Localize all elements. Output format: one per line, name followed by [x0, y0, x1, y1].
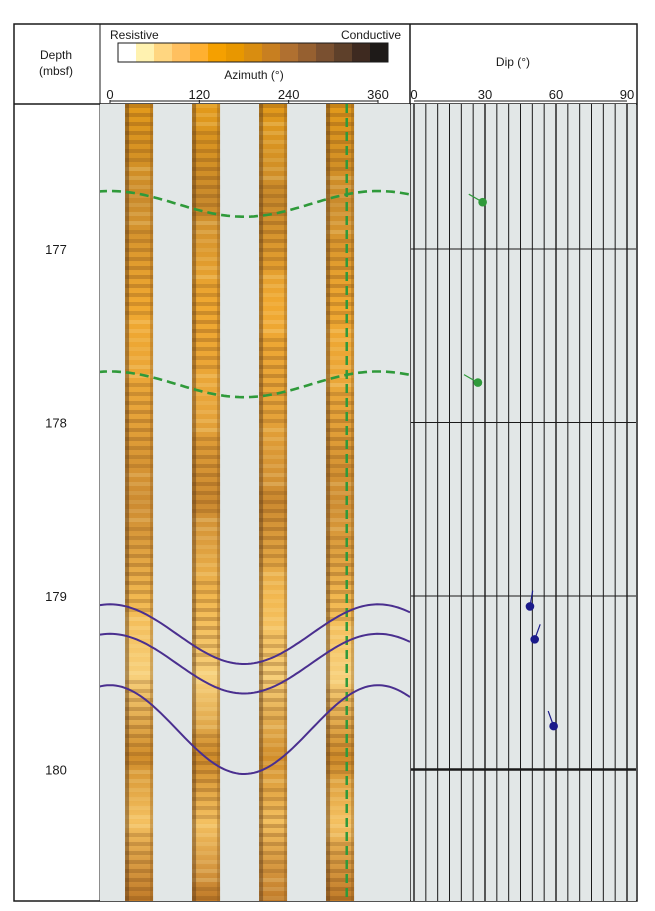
sinusoid-purple: [100, 684, 410, 775]
dip-axis: 0 30 60 90: [410, 87, 634, 102]
dip-tadpole: [547, 710, 558, 731]
fms-pad: [125, 104, 154, 901]
depth-label: Depth: [40, 48, 72, 62]
color-scale-swatch: [262, 43, 281, 62]
azimuth-tick-label: 120: [188, 87, 210, 102]
color-scale-bar: [117, 42, 389, 63]
fms-pad: [192, 104, 221, 901]
color-scale-swatch: [118, 43, 137, 62]
dip-tadpole: [530, 624, 541, 644]
sinusoid-purple: [100, 632, 410, 695]
dip-tick-label: 30: [478, 87, 492, 102]
scale-conductive-label: Conductive: [341, 28, 401, 42]
depth-axis: 177 178 179 180: [45, 242, 67, 778]
azimuth-tick-label: 360: [367, 87, 389, 102]
dip-axis-label: Dip (°): [496, 55, 530, 69]
color-scale-swatch: [136, 43, 155, 62]
depth-unit: (mbsf): [39, 64, 73, 78]
scale-resistive-label: Resistive: [110, 28, 159, 42]
fms-pad: [326, 104, 355, 901]
color-scale-border: [117, 42, 389, 63]
dip-grid: [411, 104, 636, 901]
dip-panel-background: [411, 104, 636, 901]
azimuth-axis-label: Azimuth (°): [224, 68, 283, 82]
azimuth-tick-label: 0: [106, 87, 113, 102]
color-scale-swatch: [172, 43, 191, 62]
fms-pad: [259, 104, 288, 901]
dip-tick-label: 90: [620, 87, 634, 102]
color-scale-swatch: [226, 43, 245, 62]
color-scale-swatch: [154, 43, 173, 62]
fms-pad-images: [125, 104, 355, 901]
dip-tadpoles: [463, 193, 558, 731]
color-scale-swatch: [190, 43, 209, 62]
color-scale-swatch: [352, 43, 371, 62]
sinusoid-green-dashed: [100, 189, 410, 218]
color-scale-swatch: [244, 43, 263, 62]
color-scale-swatch: [280, 43, 299, 62]
azimuth-tick-label: 240: [278, 87, 300, 102]
depth-tick-label: 177: [45, 242, 67, 257]
color-scale-swatch: [370, 43, 389, 62]
sinusoid-purple: [100, 603, 410, 665]
color-scale-swatch: [334, 43, 353, 62]
azimuth-axis: 0 120 240 360: [106, 87, 389, 103]
depth-tick-label: 180: [45, 763, 67, 778]
dip-tadpole: [463, 374, 483, 387]
color-scale-swatch: [208, 43, 227, 62]
color-scale-swatch: [298, 43, 317, 62]
dip-tadpole: [468, 193, 487, 207]
picked-sinusoids: [100, 104, 410, 901]
depth-tick-label: 178: [45, 416, 67, 431]
dip-tadpole: [525, 590, 535, 611]
color-scale-swatch: [316, 43, 335, 62]
dip-tick-label: 0: [410, 87, 417, 102]
depth-tick-label: 179: [45, 589, 67, 604]
sinusoid-green-dashed: [100, 370, 410, 399]
dip-tick-label: 60: [549, 87, 563, 102]
